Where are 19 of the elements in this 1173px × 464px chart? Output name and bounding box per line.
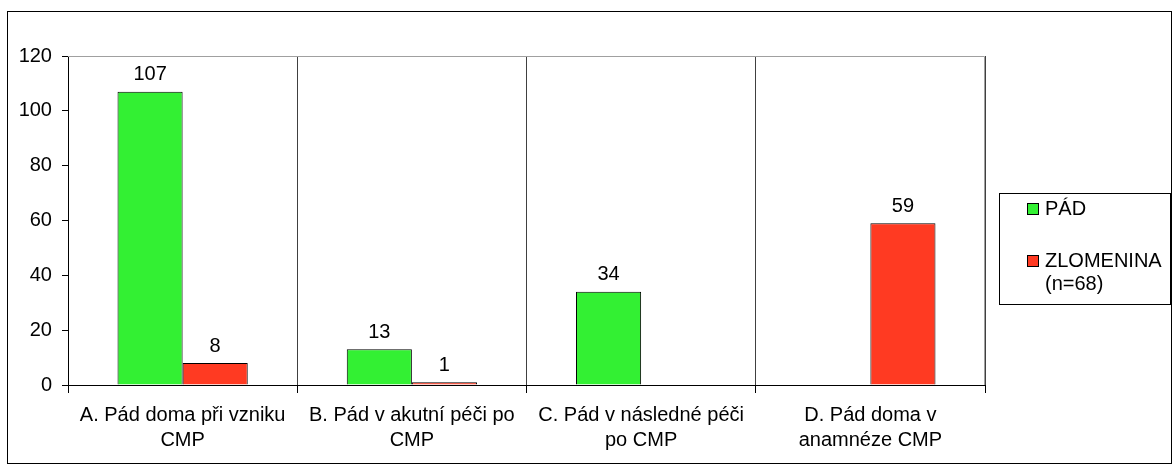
data-label: 107	[133, 62, 167, 85]
x-tick-label: A. Pád doma při vzniku CMP	[79, 403, 286, 451]
x-tick-label: D. Pád doma v anamnéze CMP	[798, 403, 943, 451]
y-tick-label: 0	[40, 372, 52, 395]
data-label: 8	[209, 333, 221, 356]
data-label: 34	[597, 262, 620, 285]
y-tick-label: 100	[18, 98, 52, 121]
data-label: 59	[891, 193, 915, 216]
y-tick-label: 20	[29, 317, 52, 340]
data-label: 13	[368, 319, 391, 342]
x-tick-label: B. Pád v akutní péči po CMP	[309, 403, 515, 451]
y-tick-label: 40	[29, 262, 52, 285]
x-tick-label: C. Pád v následné péči po CMP	[538, 403, 744, 451]
legend-label: PÁD	[1045, 197, 1088, 220]
y-tick-label: 60	[29, 208, 52, 231]
y-tick-label: 80	[29, 153, 52, 176]
y-tick-label: 120	[18, 43, 52, 66]
data-label: 1	[438, 352, 450, 375]
legend-label: ZLOMENINA (n=68)	[1045, 249, 1163, 295]
